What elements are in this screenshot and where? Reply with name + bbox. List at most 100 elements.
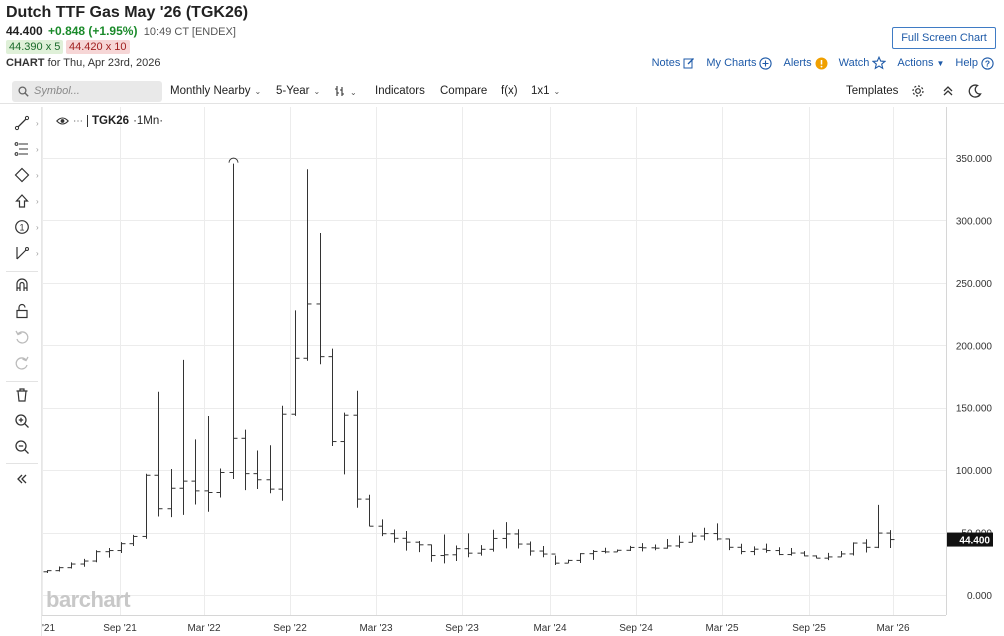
- compare-button[interactable]: Compare: [440, 85, 488, 97]
- measure-icon: [16, 247, 29, 260]
- ohlc-bar: [80, 558, 89, 567]
- full-screen-chart-button[interactable]: Full Screen Chart: [892, 27, 996, 49]
- price-chart[interactable]: 0.00050.000100.000150.000200.000250.0003…: [42, 107, 1004, 636]
- period-dropdown[interactable]: Monthly Nearby ⌄: [170, 85, 261, 97]
- chart-legend: ⋯ TGK26 ·1Mn·: [56, 115, 163, 127]
- ohlc-bar: [824, 552, 833, 561]
- ohlc-bar: [626, 545, 635, 552]
- delete-button[interactable]: [14, 387, 34, 407]
- ohlc-bar: [551, 553, 560, 566]
- templates-button[interactable]: Templates: [846, 85, 899, 97]
- y-tick-label: 300.000: [956, 216, 993, 227]
- ohlc-bar: [427, 544, 436, 562]
- ohlc-bar: [750, 546, 759, 556]
- ohlc-bar: [353, 390, 362, 508]
- ohlc-bar: [253, 450, 262, 489]
- layout-dropdown[interactable]: 1x1 ⌄: [531, 85, 560, 97]
- symbol-search-input[interactable]: Symbol...: [12, 81, 162, 102]
- arrow-tool[interactable]: ›: [14, 193, 39, 213]
- ohlc-bar: [725, 538, 734, 551]
- ohlc-bar-icon: [335, 86, 344, 96]
- ohlc-bar: [43, 570, 52, 574]
- notes-button[interactable]: Notes: [652, 57, 696, 69]
- ohlc-bar: [800, 551, 809, 557]
- indicators-button[interactable]: Indicators: [375, 85, 425, 97]
- alerts-button[interactable]: Alerts: [783, 57, 828, 70]
- redo-button[interactable]: [14, 355, 34, 375]
- annotation-tool[interactable]: 1 ›: [14, 219, 39, 239]
- line-tool[interactable]: ›: [14, 115, 39, 135]
- actions-button[interactable]: Actions ▼: [897, 57, 944, 69]
- zoom-out-icon: [15, 440, 29, 454]
- ohlc-bar: [862, 539, 871, 553]
- x-tick-label: Sep '25: [792, 623, 826, 634]
- x-tick-label: '21: [42, 623, 55, 634]
- chevron-down-icon: ⌄: [553, 87, 561, 96]
- ohlc-bar: [787, 548, 796, 556]
- layout-label: 1x1: [531, 85, 550, 97]
- ohlc-bar: [675, 535, 684, 548]
- y-tick-label: 250.000: [956, 279, 993, 290]
- notes-label: Notes: [651, 57, 681, 69]
- tool-divider: [6, 271, 38, 272]
- my-charts-button[interactable]: My Charts: [706, 56, 773, 70]
- ohlc-bar: [613, 549, 622, 553]
- my-charts-label: My Charts: [706, 57, 757, 69]
- zoom-out-button[interactable]: [14, 439, 34, 459]
- zoom-in-button[interactable]: [14, 413, 34, 433]
- help-button[interactable]: Help ?: [955, 56, 994, 70]
- moon-icon: [968, 84, 982, 98]
- chart-area[interactable]: 0.00050.000100.000150.000200.000250.0003…: [42, 107, 1004, 636]
- settings-button[interactable]: [911, 84, 925, 101]
- function-button[interactable]: f(x): [501, 85, 518, 97]
- ohlc-bar: [340, 412, 349, 475]
- ohlc-bar: [638, 543, 647, 552]
- ohlc-bar: [191, 439, 200, 505]
- chevrons-up-icon: [943, 86, 953, 96]
- collapse-button[interactable]: [941, 84, 955, 101]
- ohlc-bar: [737, 543, 746, 555]
- numbered-marker-icon: 1: [15, 220, 29, 234]
- x-tick-label: Sep '24: [619, 623, 653, 634]
- legend-menu-icon[interactable]: ⋯: [73, 115, 83, 127]
- top-nav: Notes My Charts Alerts Watch Actions ▼ H…: [652, 56, 994, 70]
- measure-tool[interactable]: ›: [14, 245, 39, 265]
- ohlc-bar: [886, 530, 895, 549]
- ohlc-bar: [154, 391, 163, 517]
- ohlc-bar: [67, 562, 76, 569]
- watch-button[interactable]: Watch: [839, 56, 887, 70]
- chart-label: CHART: [6, 57, 45, 69]
- x-tick-label: Mar '22: [187, 623, 220, 634]
- caret-down-icon: ▼: [936, 58, 945, 68]
- quote-time: 10:49 CT [ENDEX]: [143, 26, 236, 38]
- ohlc-bar: [775, 547, 784, 556]
- ohlc-bar: [489, 529, 498, 552]
- ohlc-bar: [55, 566, 64, 572]
- ohlc-bar: [117, 542, 126, 554]
- fib-tool[interactable]: ›: [14, 141, 39, 161]
- ohlc-bar: [464, 533, 473, 558]
- theme-toggle[interactable]: [968, 84, 982, 101]
- ohlc-bar: [365, 494, 374, 527]
- ohlc-bar: [167, 469, 176, 518]
- ohlc-bar: [291, 310, 300, 416]
- gear-icon: [912, 85, 924, 97]
- peak-marker: [228, 157, 239, 163]
- ohlc-bar: [266, 445, 275, 494]
- magnet-tool[interactable]: [14, 277, 34, 297]
- ohlc-bar: [812, 555, 821, 559]
- y-tick-label: 200.000: [956, 341, 993, 352]
- range-dropdown[interactable]: 5-Year ⌄: [276, 85, 320, 97]
- undo-button[interactable]: [14, 329, 34, 349]
- drawing-tools: › › › › 1 › ›: [0, 107, 42, 636]
- shape-tool[interactable]: ›: [14, 167, 39, 187]
- lock-tool[interactable]: [14, 303, 34, 323]
- eye-icon[interactable]: [56, 116, 69, 126]
- chart-type-dropdown[interactable]: ⌄: [334, 85, 357, 98]
- legend-symbol: TGK26: [87, 115, 129, 127]
- arrow-up-icon: [15, 194, 29, 208]
- collapse-tools-button[interactable]: [14, 471, 34, 491]
- y-tick-label: 0.000: [967, 591, 992, 602]
- period-label: Monthly Nearby: [170, 85, 251, 97]
- ohlc-bar: [601, 547, 610, 554]
